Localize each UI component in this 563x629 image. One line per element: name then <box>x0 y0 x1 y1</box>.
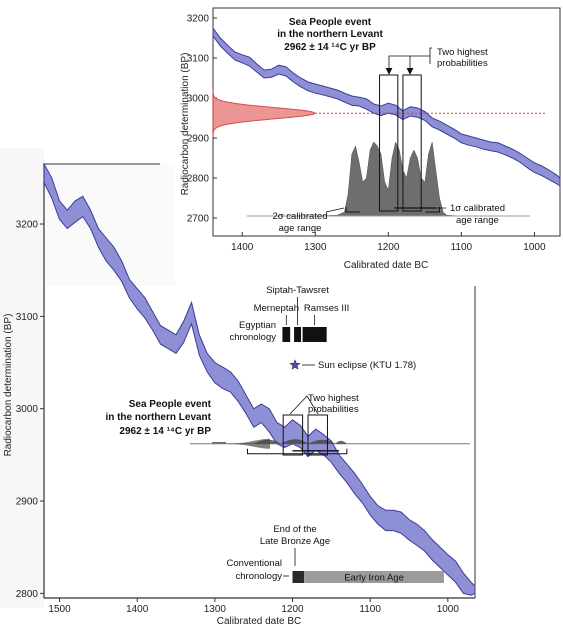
inset-calibration-curve <box>212 26 561 187</box>
main-y-axis-label: Radiocarbon determination (BP) <box>3 314 14 457</box>
main-y-tick-label: 3100 <box>16 312 39 323</box>
ruler-label-siptah-tawsret: Siptah-Tawsret <box>266 285 329 296</box>
conventional-label-1: Conventional <box>227 558 282 569</box>
conventional-label-2: chronology <box>236 571 283 582</box>
inset-x-axis-label: Calibrated date BC <box>344 260 429 271</box>
main-sea-people-measurement <box>190 438 470 455</box>
inset-2sigma-bracket <box>345 207 440 213</box>
main-y-tick-label: 3200 <box>16 220 39 231</box>
main-x-tick-label: 1000 <box>437 604 460 615</box>
main-y-tick-label: 2800 <box>16 589 39 600</box>
inset-x-tick-label: 1000 <box>523 242 546 253</box>
inset-probability-window-1 <box>379 74 399 212</box>
main-measurement-gaussian <box>190 438 270 449</box>
main-chart: 2800 2900 3000 3100 3200 1500 1400 1300 1200 110… <box>0 148 476 627</box>
inset-x-tick-label: 1200 <box>377 242 400 253</box>
ruler-bar-3 <box>302 327 327 342</box>
sun-eclipse-marker <box>289 359 301 370</box>
inset-y-tick-label: 3100 <box>187 54 210 65</box>
main-x-tick-label: 1200 <box>281 604 304 615</box>
inset-sea-title-1: Sea People event <box>289 17 372 28</box>
inset-1sigma-label-2: age range <box>456 215 499 226</box>
main-x-tick-label: 1300 <box>204 604 227 615</box>
inset-y-tick-label: 2900 <box>187 134 210 145</box>
inset-y-axis-label: Radiocarbon determination (BP) <box>180 53 191 196</box>
inset-sea-title-2: in the northern Levant <box>277 29 383 40</box>
ruler-bar-2 <box>294 327 302 342</box>
inset-measurement-distribution <box>212 89 545 217</box>
main-sea-title-1: Sea People event <box>129 399 212 410</box>
early-iron-label: Early Iron Age <box>344 573 404 584</box>
inset-2sigma-label-2: age range <box>279 223 322 234</box>
main-x-tick-label: 1100 <box>359 604 381 615</box>
main-prob-label-2: probabilities <box>308 404 359 415</box>
main-panel-left <box>0 148 44 608</box>
inset-measurement-gaussian <box>212 89 316 138</box>
inset-y-tick-label: 3200 <box>187 14 210 25</box>
inset-y-tick-label: 3000 <box>187 94 210 105</box>
early-iron-bar <box>304 571 444 583</box>
inset-sea-value: 2962 ± 14 ¹⁴C yr BP <box>284 42 376 53</box>
inset-y-ticks: 2700 2800 2900 3000 3100 3200 <box>187 14 217 225</box>
inset-x-tick-label: 1100 <box>451 242 473 253</box>
late-bronze-label-1: End of the <box>273 524 316 535</box>
main-density-profile <box>253 439 347 444</box>
inset-x-ticks: 1400 1300 1200 1100 1000 <box>231 232 546 253</box>
inset-1sigma-label-1: 1σ calibrated <box>450 203 505 214</box>
inset-probability-window-2 <box>402 74 422 212</box>
main-x-tick-label: 1500 <box>48 604 71 615</box>
ruler-label-merneptah: Merneptah <box>254 303 299 314</box>
inset-y-tick-label: 2700 <box>187 214 210 225</box>
inset-range-pointers <box>325 207 446 213</box>
main-calibration-curve <box>43 162 476 596</box>
inset-y-tick-label: 2800 <box>187 174 210 185</box>
conventional-chronology-bar <box>292 571 444 583</box>
late-bronze-label-2: Late Bronze Age <box>260 536 330 547</box>
inset-prob-label-1: Two highest <box>437 47 488 58</box>
main-prob-pointer <box>289 395 319 415</box>
main-x-tick-label: 1400 <box>126 604 149 615</box>
inset-2sigma-label-1: 2σ calibrated <box>273 211 328 222</box>
egyptian-chronology-label-1: Egyptian <box>239 320 276 331</box>
main-x-axis-label: Calibrated date BC <box>217 616 302 627</box>
main-probability-window-2 <box>307 414 328 456</box>
ruler-label-ramses-iii: Ramses III <box>304 303 349 314</box>
main-2sigma-bracket <box>246 448 348 455</box>
egyptian-chronology-bars <box>282 297 327 342</box>
main-x-ticks: 1500 1400 1300 1200 1100 1000 <box>48 598 459 615</box>
main-y-ticks: 2800 2900 3000 3100 3200 <box>16 220 44 600</box>
sun-eclipse-star <box>289 359 301 370</box>
inset-calibrated-ranges <box>345 207 440 213</box>
inset-prob-label-2: probabilities <box>437 58 488 69</box>
main-sea-value: 2962 ± 14 ¹⁴C yr BP <box>119 426 211 437</box>
main-y-tick-label: 2900 <box>16 497 39 508</box>
sun-eclipse-label: Sun eclipse (KTU 1.78) <box>318 360 416 371</box>
inset-prob-arrowheads <box>385 67 414 75</box>
inset-highest-probability-windows <box>379 74 422 212</box>
ruler-bar-1 <box>282 327 291 342</box>
main-sea-title-2: in the northern Levant <box>105 412 211 423</box>
main-highest-probability-windows <box>282 414 328 456</box>
inset-x-tick-label: 1300 <box>304 242 327 253</box>
inset-chart: 2700 2800 2900 3000 3100 3200 1400 1300 1200 110… <box>180 7 561 271</box>
egyptian-chronology-label-2: chronology <box>230 332 277 343</box>
conventional-dark-segment <box>292 571 305 583</box>
main-prob-label-1: Two highest <box>308 393 359 404</box>
main-y-tick-label: 3000 <box>16 404 39 415</box>
inset-x-tick-label: 1400 <box>231 242 254 253</box>
main-probability-window-1 <box>282 414 304 456</box>
